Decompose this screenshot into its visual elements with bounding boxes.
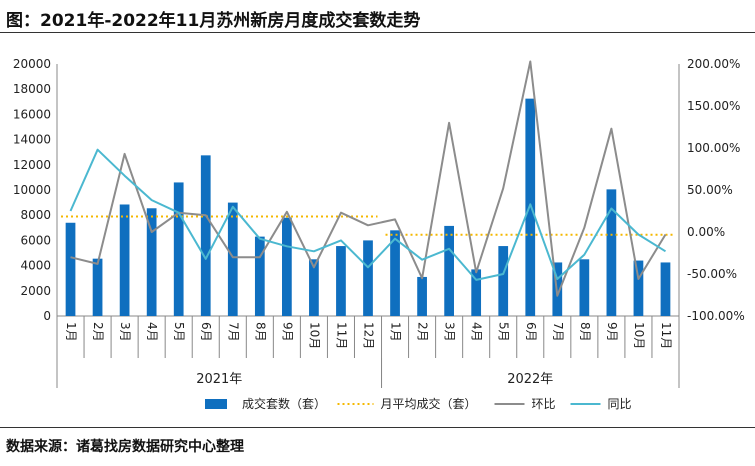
x-tick-label: 6月 — [524, 322, 538, 342]
legend-label: 同比 — [608, 397, 632, 411]
right-tick-label: -50.00% — [687, 267, 737, 281]
x-tick-label: 11月 — [659, 322, 673, 349]
bar — [254, 236, 265, 316]
x-tick-label: 3月 — [443, 322, 457, 342]
left-tick-label: 10000 — [13, 183, 51, 197]
x-tick-label: 10月 — [307, 322, 321, 349]
bar — [363, 240, 373, 316]
x-tick-label: 2月 — [416, 322, 430, 342]
x-tick-label: 7月 — [226, 322, 240, 342]
bar — [579, 259, 590, 316]
bar — [444, 225, 454, 316]
bar — [336, 246, 346, 316]
bar — [606, 189, 617, 316]
bar — [92, 258, 103, 316]
legend-label: 环比 — [532, 397, 556, 411]
bar — [227, 202, 238, 316]
bar — [146, 208, 157, 316]
left-tick-label: 6000 — [20, 233, 51, 247]
x-tick-label: 5月 — [172, 322, 186, 342]
bar — [173, 182, 184, 316]
x-tick-label: 7月 — [551, 322, 565, 342]
bar — [471, 269, 482, 316]
right-tick-label: -100.00% — [687, 309, 745, 323]
bar — [119, 204, 130, 316]
legend-label: 月平均成交（套） — [381, 396, 477, 411]
x-tick-label: 9月 — [280, 322, 294, 342]
x-tick-label: 11月 — [334, 322, 348, 349]
right-tick-label: 150.00% — [687, 99, 740, 113]
x-tick-label: 1月 — [389, 322, 403, 342]
right-tick-label: 0.00% — [687, 225, 725, 239]
right-tick-label: 50.00% — [687, 183, 733, 197]
left-tick-label: 2000 — [20, 284, 51, 298]
mom-line — [70, 60, 667, 297]
bar — [390, 230, 400, 316]
x-tick-label: 3月 — [118, 322, 132, 342]
x-tick-label: 8月 — [253, 322, 267, 342]
bar — [660, 262, 671, 316]
left-tick-label: 16000 — [13, 107, 51, 121]
bar — [282, 217, 292, 316]
yoy-line — [69, 148, 667, 281]
left-tick-label: 4000 — [20, 259, 51, 273]
left-tick-label: 0 — [43, 309, 51, 323]
x-tick-label: 6月 — [199, 322, 213, 342]
right-tick-label: 200.00% — [687, 57, 740, 71]
chart-title: 图：2021年-2022年11月苏州新房月度成交套数走势 — [6, 11, 421, 31]
data-source: 数据来源：诸葛找房数据研究中心整理 — [6, 439, 244, 455]
bar — [498, 246, 509, 316]
bar — [309, 259, 319, 316]
left-tick-label: 18000 — [13, 82, 51, 96]
x-tick-label: 4月 — [145, 322, 159, 342]
x-tick-label: 10月 — [632, 322, 646, 349]
year-label: 2021年 — [196, 372, 242, 387]
x-tick-label: 8月 — [578, 322, 592, 342]
year-label: 2022年 — [507, 372, 553, 387]
x-tick-label: 12月 — [362, 322, 376, 349]
legend-label: 成交套数（套） — [242, 396, 326, 411]
bar — [525, 98, 536, 317]
left-tick-label: 8000 — [20, 208, 51, 222]
bar — [65, 222, 76, 316]
left-tick-label: 14000 — [13, 133, 51, 147]
x-tick-label: 5月 — [497, 322, 511, 342]
right-tick-label: 100.00% — [687, 141, 740, 155]
x-tick-label: 2月 — [91, 322, 105, 342]
x-tick-label: 1月 — [64, 322, 78, 342]
bar — [200, 155, 211, 316]
left-tick-label: 12000 — [13, 158, 51, 172]
x-tick-label: 9月 — [605, 322, 619, 342]
bar — [417, 276, 427, 316]
legend-swatch — [205, 399, 227, 409]
top-rule — [0, 32, 755, 33]
bar — [633, 260, 644, 316]
left-tick-label: 20000 — [13, 57, 51, 71]
x-tick-label: 4月 — [470, 322, 484, 342]
bottom-rule — [0, 427, 755, 428]
